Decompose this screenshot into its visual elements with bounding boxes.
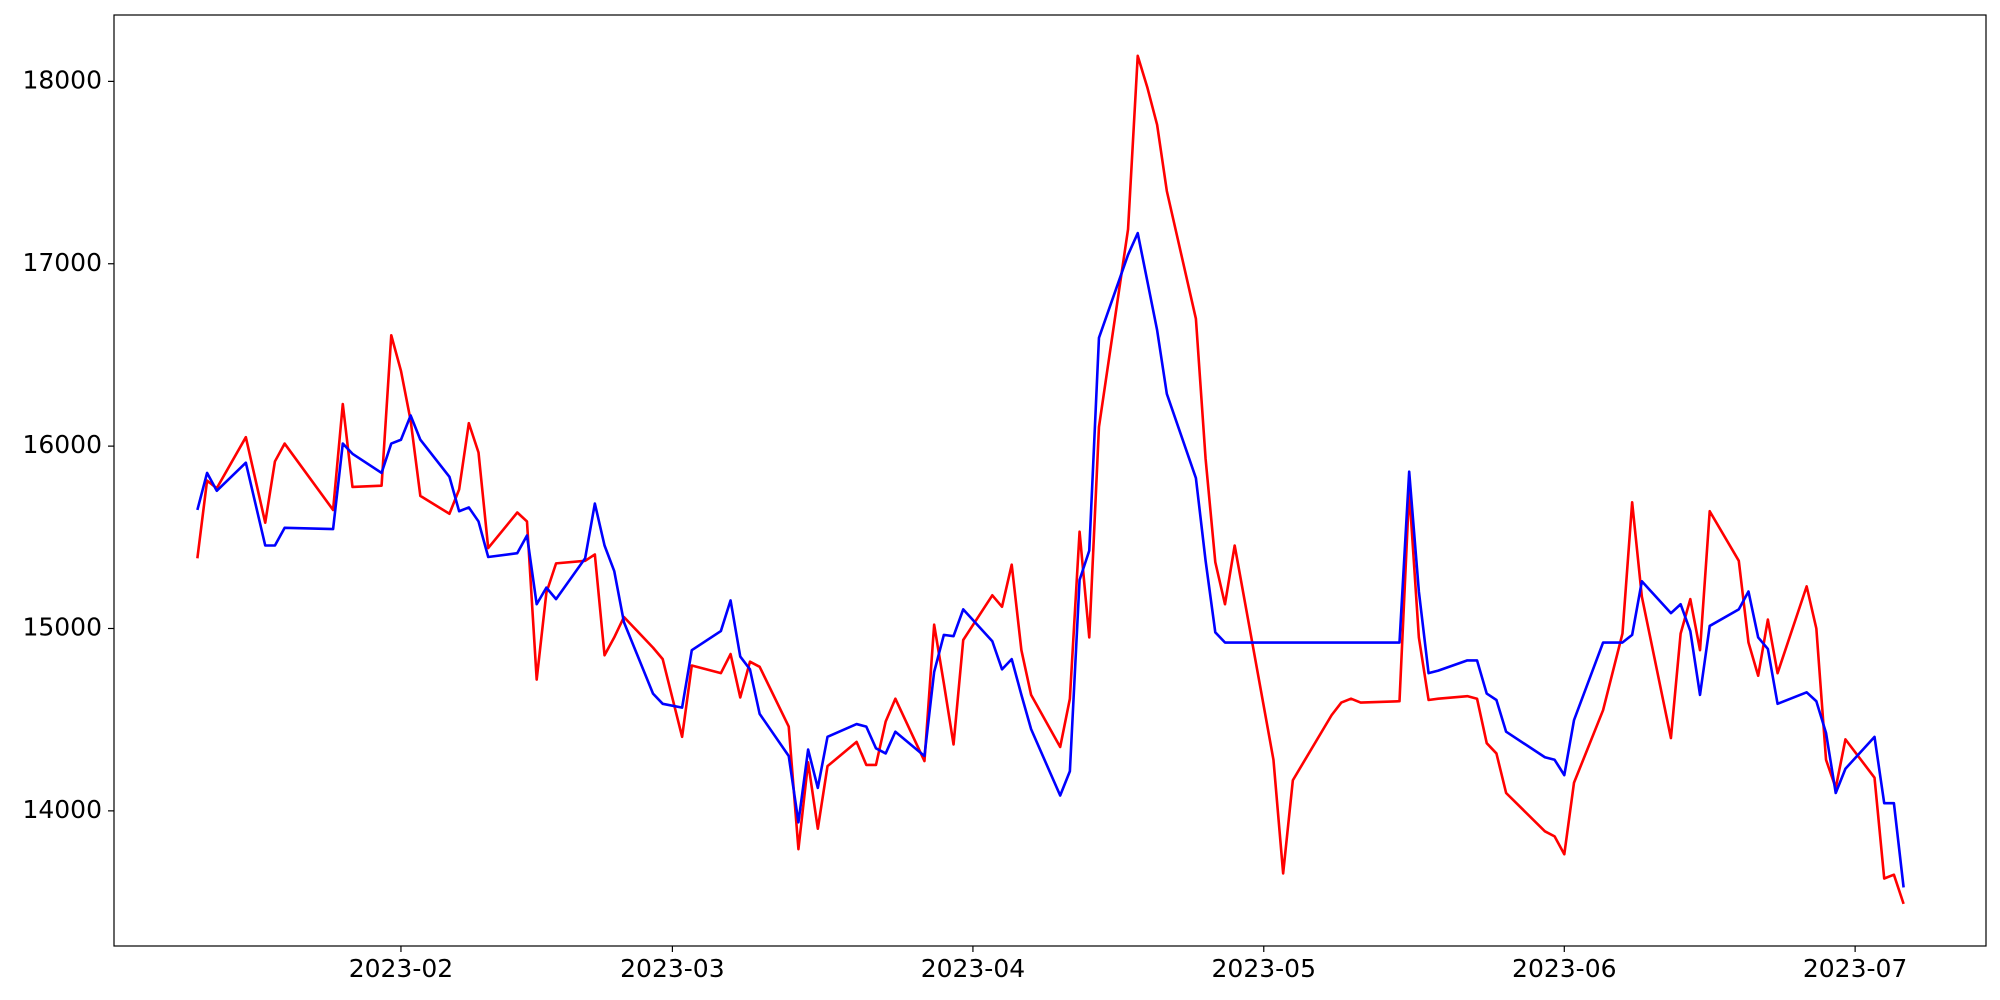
- y-tick-label: 15000: [22, 612, 102, 641]
- x-tick-label: 2023-02: [349, 954, 453, 983]
- x-tick-label: 2023-03: [620, 954, 724, 983]
- line-series: [196, 231, 1905, 888]
- plot-frame: [113, 14, 1987, 947]
- x-tick-label: 2023-05: [1212, 954, 1316, 983]
- y-tick-label: 14000: [22, 795, 102, 824]
- x-tick-label: 2023-07: [1803, 954, 1907, 983]
- x-tick-label: 2023-06: [1512, 954, 1616, 983]
- x-tick-label: 2023-04: [921, 954, 1025, 983]
- y-tick-label: 18000: [22, 65, 102, 94]
- y-tick-label: 17000: [22, 248, 102, 277]
- line-series: [196, 54, 1905, 905]
- y-tick-label: 16000: [22, 430, 102, 459]
